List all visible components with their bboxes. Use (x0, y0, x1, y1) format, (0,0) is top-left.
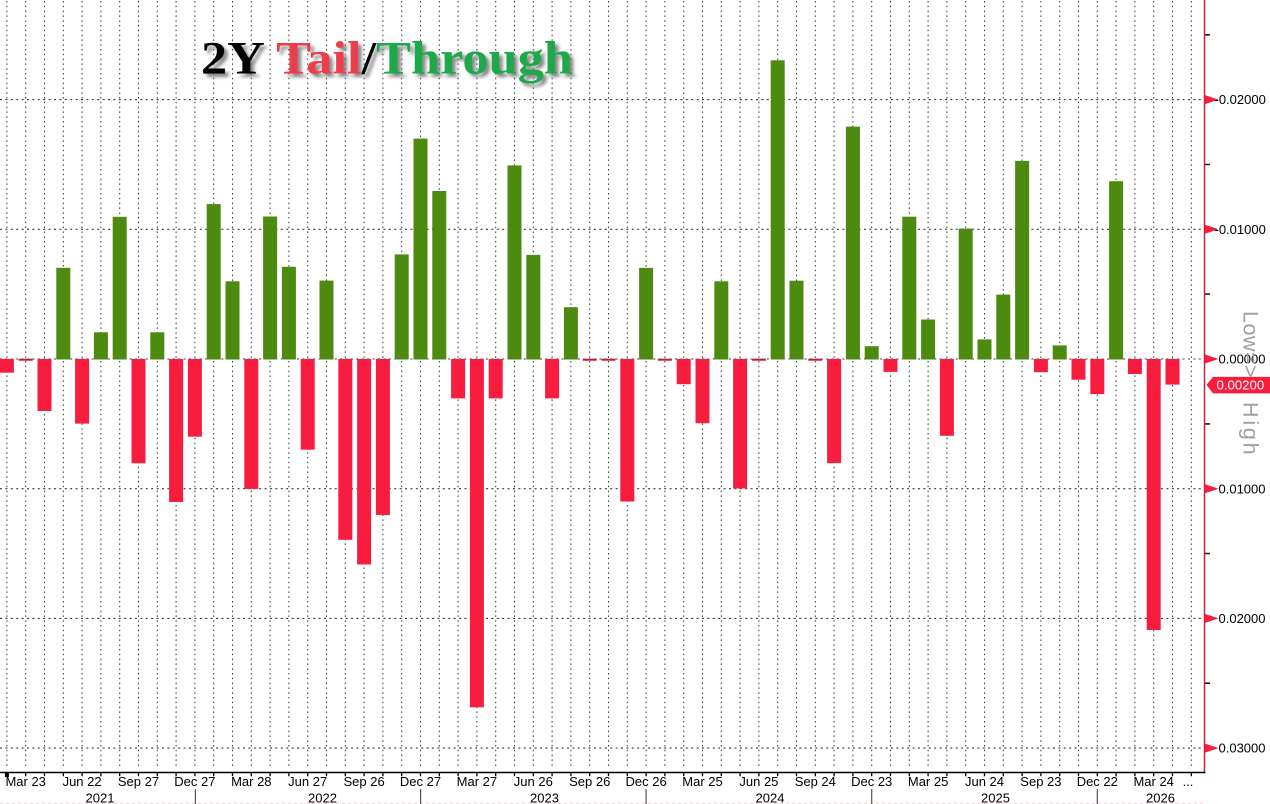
svg-text:0.03000: 0.03000 (1219, 741, 1266, 756)
svg-text:Dec 22: Dec 22 (1077, 774, 1118, 789)
svg-text:2022: 2022 (308, 791, 337, 804)
svg-text:Jun 26: Jun 26 (514, 774, 553, 789)
svg-text:2025: 2025 (981, 791, 1010, 804)
svg-text:Sep 26: Sep 26 (569, 774, 610, 789)
svg-text:0.00200: 0.00200 (1217, 378, 1265, 393)
svg-text:0.02000: 0.02000 (1219, 611, 1266, 626)
svg-text:Low=>: Low=> (1239, 311, 1263, 378)
svg-text:2Y Tail/Through: 2Y Tail/Through (201, 32, 573, 84)
svg-text:Sep 24: Sep 24 (795, 774, 836, 789)
svg-text:Mar 25: Mar 25 (682, 774, 722, 789)
svg-text:0.01000: 0.01000 (1219, 481, 1266, 496)
svg-text:-0.01000: -0.01000 (1215, 222, 1266, 237)
svg-text:Dec 23: Dec 23 (851, 774, 892, 789)
svg-text:Jun 25: Jun 25 (739, 774, 778, 789)
svg-text:2024: 2024 (756, 791, 785, 804)
svg-text:Dec 27: Dec 27 (174, 774, 215, 789)
svg-text:2021: 2021 (86, 791, 115, 804)
svg-text:Mar 23: Mar 23 (5, 774, 45, 789)
svg-text:Dec 27: Dec 27 (400, 774, 441, 789)
svg-text:High: High (1239, 402, 1263, 457)
svg-text:2026: 2026 (1146, 791, 1175, 804)
svg-text:Jun 27: Jun 27 (288, 774, 327, 789)
svg-text:Mar 24: Mar 24 (1133, 774, 1173, 789)
svg-text:Jun 24: Jun 24 (965, 774, 1004, 789)
svg-text:Mar 25: Mar 25 (908, 774, 948, 789)
svg-text:Sep 26: Sep 26 (343, 774, 384, 789)
svg-text:Dec 26: Dec 26 (625, 774, 666, 789)
svg-text:...: ... (1183, 774, 1194, 789)
svg-text:-0.02000: -0.02000 (1215, 92, 1266, 107)
svg-text:Sep 27: Sep 27 (118, 774, 159, 789)
svg-text:Jun 22: Jun 22 (63, 774, 102, 789)
svg-text:Mar 28: Mar 28 (231, 774, 271, 789)
svg-text:0.00000: 0.00000 (1219, 352, 1266, 367)
svg-text:2023: 2023 (530, 791, 559, 804)
svg-text:Sep 23: Sep 23 (1020, 774, 1061, 789)
svg-text:Mar 27: Mar 27 (457, 774, 497, 789)
